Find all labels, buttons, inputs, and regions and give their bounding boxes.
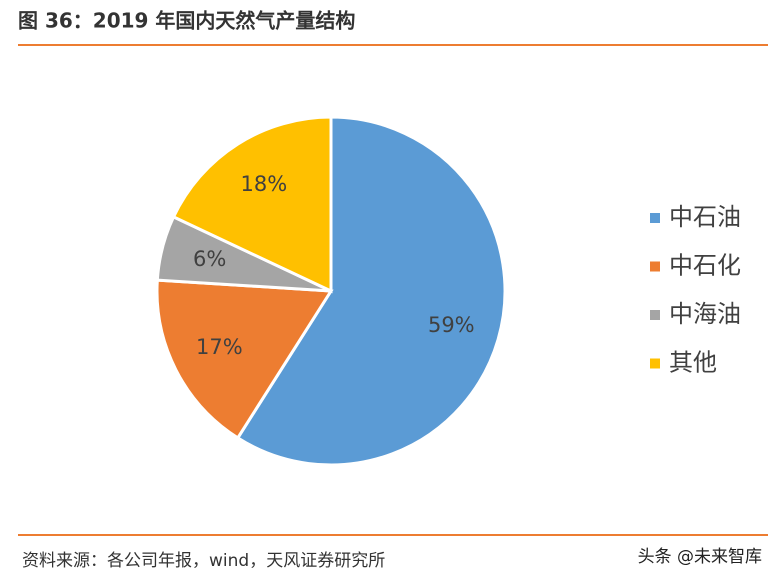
legend-swatch [650, 213, 660, 223]
chart-title: 图 36：2019 年国内天然气产量结构 [18, 9, 355, 33]
legend-label: 中石油 [669, 203, 741, 231]
legend-swatch [650, 358, 660, 369]
legend-label: 中石化 [669, 252, 741, 280]
legend-label: 中海油 [669, 300, 741, 328]
pie: 59% 17% 6% 18% [155, 115, 507, 467]
source-note: 资料来源：各公司年报，wind，天风证券研究所 [22, 551, 385, 571]
pie-slice [155, 278, 334, 440]
pie-slice [235, 115, 507, 467]
legend-swatch [650, 261, 660, 272]
watermark: 头条 @未来智库 [638, 547, 762, 567]
data-label: 59% [428, 313, 475, 337]
data-label: 6% [193, 247, 226, 271]
data-label: 17% [196, 335, 243, 359]
legend-swatch [650, 310, 660, 320]
pie-slice [171, 115, 333, 294]
legend-label: 其他 [669, 349, 717, 377]
data-label: 18% [241, 172, 288, 196]
